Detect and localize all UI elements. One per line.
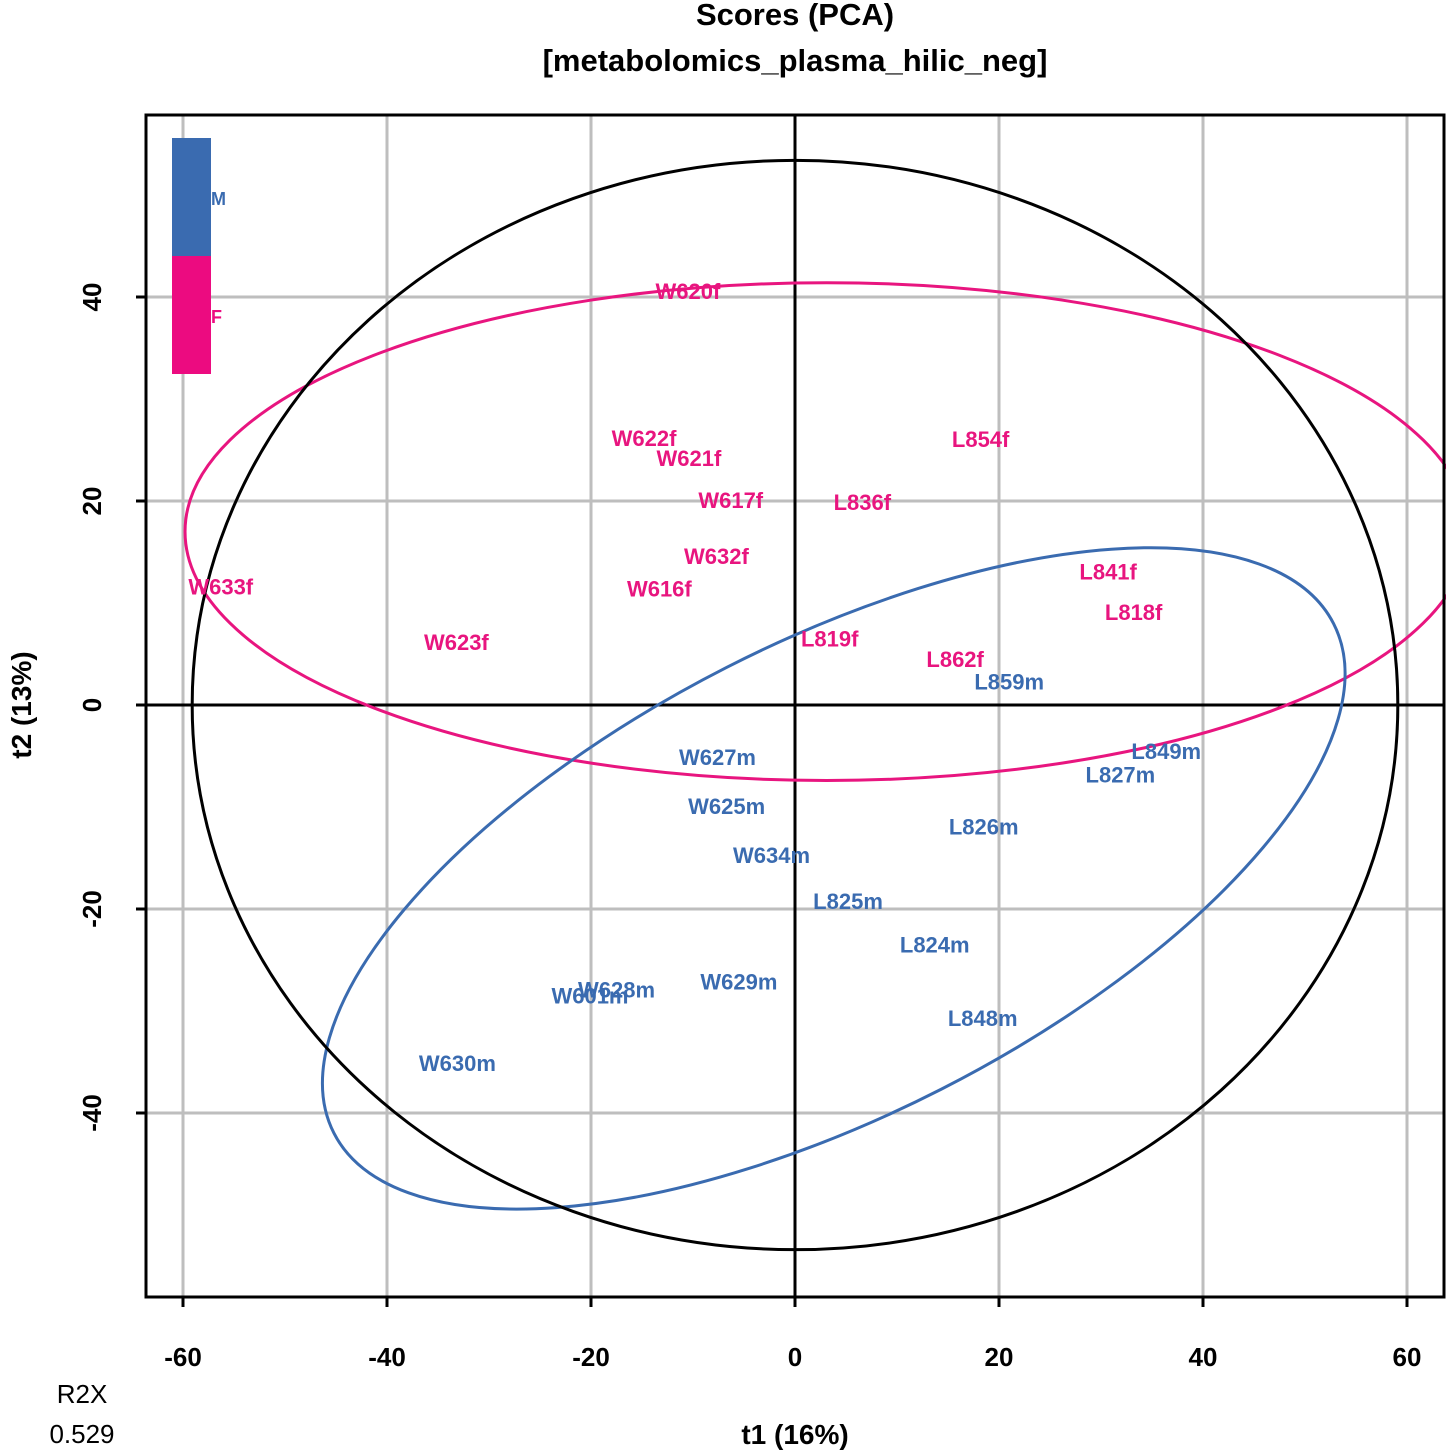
score-label-l841f: L841f [1079,559,1137,584]
y-tick-label: 20 [77,487,107,516]
score-label-l848m: L848m [948,1006,1018,1031]
score-label-w620f: W620f [656,279,721,304]
score-label-w630m: W630m [419,1051,496,1076]
score-label-l826m: L826m [949,814,1019,839]
score-label-l827m: L827m [1086,762,1156,787]
score-label-l825m: L825m [813,889,883,914]
legend-swatch-f [172,256,211,374]
y-axis-title: t2 (13%) [6,651,37,758]
x-tick-label: 20 [985,1342,1014,1372]
score-label-w617f: W617f [698,488,763,513]
legend: MF [172,138,226,374]
x-axis-title: t1 (16%) [741,1419,848,1450]
score-label-w601m: W601m [551,984,628,1009]
score-label-l862f: L862f [926,647,984,672]
y-tick-label: 40 [77,283,107,312]
score-label-l836f: L836f [834,490,892,515]
x-tick-label: 40 [1189,1342,1218,1372]
x-tick-label: -60 [164,1342,202,1372]
y-axis: -40 -20 0 20 40 [77,283,146,1132]
ellipse-hotelling [190,158,1400,1252]
legend-label-m: M [211,189,226,209]
x-tick-label: -40 [368,1342,406,1372]
score-label-l824m: L824m [900,933,970,958]
score-label-w621f: W621f [657,446,722,471]
ellipses [183,158,1446,1252]
score-label-w628m: W628m [578,978,655,1003]
ellipse-f [183,281,1446,782]
y-tick-label: -40 [77,1094,107,1132]
legend-swatch-m [172,138,211,256]
y-tick-label: 0 [77,698,107,712]
score-label-w629m: W629m [700,969,777,994]
x-tick-label: 0 [788,1342,802,1372]
r2x-value: 0.529 [49,1419,114,1449]
chart-title: Scores (PCA) [696,0,894,32]
score-label-l819f: L819f [801,627,859,652]
r2x-label: R2X [57,1379,108,1409]
ellipse-m [320,546,1347,1211]
score-label-l818f: L818f [1105,600,1163,625]
score-label-w632f: W632f [684,544,749,569]
score-label-w625m: W625m [688,794,765,819]
score-label-l859m: L859m [974,670,1044,695]
score-label-w623f: W623f [424,630,489,655]
y-tick-label: -20 [77,890,107,928]
score-label-w634m: W634m [733,843,810,868]
x-tick-label: 60 [1393,1342,1422,1372]
score-label-l854f: L854f [952,427,1010,452]
score-label-l849m: L849m [1131,739,1201,764]
chart-subtitle: [metabolomics_plasma_hilic_neg] [543,43,1048,78]
score-label-w616f: W616f [627,577,692,602]
score-label-w627m: W627m [679,745,756,770]
zero-lines [146,115,1444,1297]
x-tick-label: -20 [572,1342,610,1372]
score-label-w633f: W633f [188,575,253,600]
score-label-w622f: W622f [612,426,677,451]
legend-label-f: F [211,307,222,327]
x-axis: -60 -40 -20 0 20 40 60 [164,1297,1421,1372]
